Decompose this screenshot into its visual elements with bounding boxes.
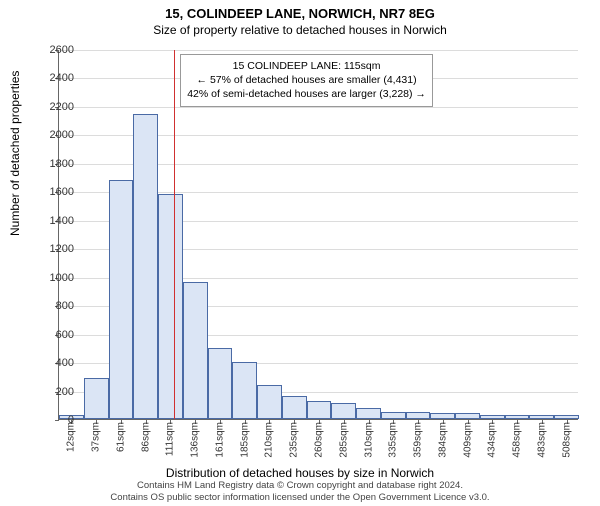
histogram-bar — [455, 413, 480, 419]
xtick-label: 310sqm — [363, 422, 374, 458]
page-title-line2: Size of property relative to detached ho… — [0, 23, 600, 37]
page-title-line1: 15, COLINDEEP LANE, NORWICH, NR7 8EG — [0, 6, 600, 21]
histogram-bar — [232, 362, 257, 419]
footer-attribution: Contains HM Land Registry data © Crown c… — [0, 480, 600, 504]
histogram-bar — [430, 413, 455, 419]
ytick-label: 800 — [34, 300, 74, 312]
xtick-label: 508sqm — [561, 422, 572, 458]
xtick-label: 434sqm — [487, 422, 498, 458]
histogram-bar — [109, 180, 134, 419]
xtick-label: 285sqm — [338, 422, 349, 458]
xtick-label: 210sqm — [264, 422, 275, 458]
ytick-label: 600 — [34, 329, 74, 341]
xtick-label: 111sqm — [165, 422, 176, 456]
histogram-bar — [282, 396, 307, 419]
xtick-label: 384sqm — [437, 422, 448, 458]
callout-line: 15 COLINDEEP LANE: 115sqm — [187, 59, 426, 73]
histogram-bar — [356, 408, 381, 419]
histogram-bar — [158, 194, 183, 419]
histogram-bar — [183, 282, 208, 419]
ytick-label: 1600 — [34, 186, 74, 198]
xtick-label: 458sqm — [512, 422, 523, 458]
ytick-label: 1400 — [34, 215, 74, 227]
xtick-label: 335sqm — [388, 422, 399, 458]
xtick-label: 136sqm — [190, 422, 201, 458]
histogram-bar — [480, 415, 505, 419]
histogram-bar — [257, 385, 282, 419]
xtick-label: 61sqm — [115, 422, 126, 452]
xtick-label: 161sqm — [214, 422, 225, 458]
xtick-label: 409sqm — [462, 422, 473, 458]
xtick-label: 37sqm — [91, 422, 102, 452]
histogram-bar — [406, 412, 431, 419]
histogram-bar — [554, 415, 579, 419]
x-axis-label: Distribution of detached houses by size … — [0, 466, 600, 480]
gridline — [59, 50, 578, 51]
xtick-label: 483sqm — [536, 422, 547, 458]
callout-line: 42% of semi-detached houses are larger (… — [187, 87, 426, 101]
gridline — [59, 107, 578, 108]
ytick-label: 400 — [34, 357, 74, 369]
reference-line — [174, 50, 175, 419]
xtick-label: 359sqm — [413, 422, 424, 458]
footer-line1: Contains HM Land Registry data © Crown c… — [0, 480, 600, 492]
histogram-bar — [84, 378, 109, 419]
reference-callout: 15 COLINDEEP LANE: 115sqm← 57% of detach… — [180, 54, 433, 107]
histogram-bar — [505, 415, 530, 419]
histogram-bar — [381, 412, 406, 419]
ytick-label: 200 — [34, 386, 74, 398]
xtick-label: 185sqm — [239, 422, 250, 458]
xtick-label: 86sqm — [140, 422, 151, 452]
histogram-bar — [307, 401, 332, 420]
ytick-label: 2600 — [34, 44, 74, 56]
plot-region: 12sqm37sqm61sqm86sqm111sqm136sqm161sqm18… — [58, 50, 578, 420]
histogram-bar — [208, 348, 233, 419]
histogram-bar — [529, 415, 554, 419]
ytick-label: 1800 — [34, 158, 74, 170]
ytick-label: 2200 — [34, 101, 74, 113]
footer-line2: Contains OS public sector information li… — [0, 492, 600, 504]
xtick-label: 12sqm — [66, 422, 77, 452]
ytick-label: 2400 — [34, 72, 74, 84]
callout-line: ← 57% of detached houses are smaller (4,… — [187, 73, 426, 87]
histogram-bar — [133, 114, 158, 419]
ytick-label: 0 — [34, 414, 74, 426]
histogram-bar — [331, 403, 356, 419]
ytick-label: 1000 — [34, 272, 74, 284]
chart-area: 12sqm37sqm61sqm86sqm111sqm136sqm161sqm18… — [58, 50, 578, 420]
ytick-label: 2000 — [34, 129, 74, 141]
y-axis-label: Number of detached properties — [8, 71, 22, 236]
xtick-label: 260sqm — [314, 422, 325, 458]
ytick-label: 1200 — [34, 243, 74, 255]
xtick-label: 235sqm — [289, 422, 300, 458]
